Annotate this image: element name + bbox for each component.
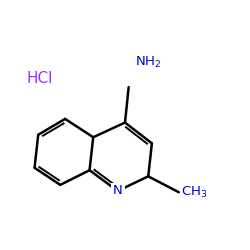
Text: HCl: HCl — [26, 71, 53, 86]
Text: NH$_2$: NH$_2$ — [135, 55, 162, 70]
Text: N: N — [113, 184, 122, 198]
Text: CH$_3$: CH$_3$ — [182, 185, 208, 200]
